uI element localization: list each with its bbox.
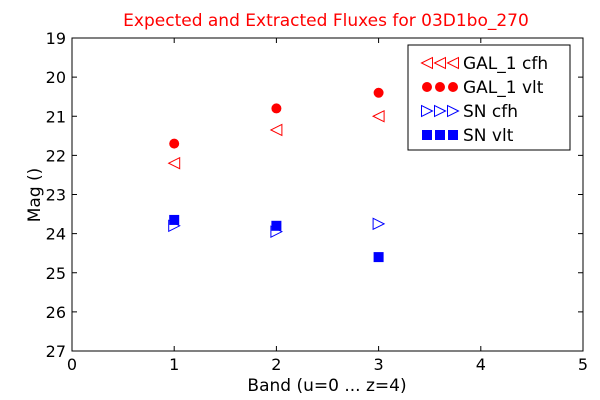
point-sn-vlt-2 [373,252,384,263]
point-sn-vlt-0 [169,214,180,225]
y-tick-label-1: 20 [46,68,66,87]
legend-marker-sn-cfh-2 [447,104,460,118]
y-tick-label-6: 25 [46,264,66,283]
x-tick-label-5: 5 [578,355,588,374]
point-gal-1-cfh-1 [269,123,283,137]
legend-marker-gal-1-cfh-2 [446,56,459,70]
y-tick-label-3: 22 [46,146,66,165]
chart-title: Expected and Extracted Fluxes for 03D1bo… [123,11,529,31]
y-tick-label-2: 21 [46,107,66,126]
point-gal-1-vlt-0 [169,138,180,149]
legend-marker-gal-1-vlt-1 [435,82,445,92]
legend-label-sn-cfh: SN cfh [463,102,518,122]
point-gal-1-vlt-1 [271,103,282,114]
legend-label-gal-1-vlt: GAL_1 vlt [463,78,544,98]
point-gal-1-vlt-2 [373,87,384,98]
legend-marker-gal-1-cfh-0 [420,56,433,70]
point-gal-1-cfh-0 [167,156,181,170]
legend-marker-sn-cfh-0 [421,104,434,118]
y-tick-label-7: 26 [46,303,66,322]
legend-marker-sn-vlt-0 [422,130,432,140]
legend-marker-gal-1-vlt-0 [422,82,432,92]
x-axis-label: Band (u=0 ... z=4) [247,376,406,396]
legend-label-sn-vlt: SN vlt [463,126,514,146]
legend-marker-gal-1-vlt-2 [448,82,458,92]
point-sn-cfh-2 [372,217,386,231]
legend-marker-sn-cfh-1 [434,104,447,118]
y-tick-label-4: 23 [46,186,66,205]
legend-marker-sn-vlt-2 [448,130,458,140]
y-tick-label-8: 27 [46,342,66,361]
y-tick-label-5: 24 [46,225,66,244]
point-gal-1-cfh-2 [371,109,385,123]
legend-label-gal-1-cfh: GAL_1 cfh [463,54,548,74]
x-tick-label-2: 2 [271,355,281,374]
legend-marker-sn-vlt-1 [435,130,445,140]
x-tick-label-3: 3 [374,355,384,374]
x-tick-label-4: 4 [476,355,486,374]
x-tick-label-0: 0 [67,355,77,374]
legend-marker-gal-1-cfh-1 [433,56,446,70]
legend: GAL_1 cfh GAL_1 vlt SN cfh SN vlt [407,44,571,151]
x-tick-label-1: 1 [169,355,179,374]
y-axis-label: Mag () [25,168,45,223]
y-tick-label-0: 19 [46,29,66,48]
point-sn-vlt-1 [271,220,282,231]
